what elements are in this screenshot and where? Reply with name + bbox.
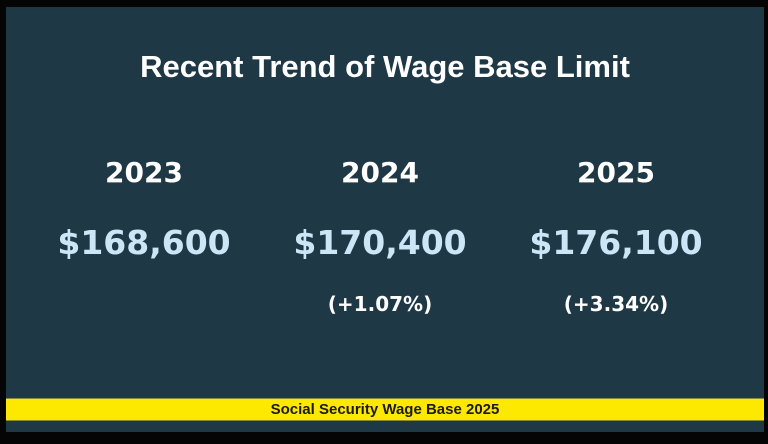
page-title: Recent Trend of Wage Base Limit xyxy=(140,49,630,84)
year-label: 2024 xyxy=(341,156,419,189)
percent-change: (+3.34%) xyxy=(563,292,669,316)
percent-change: (+1.07%) xyxy=(327,292,433,316)
percent-change xyxy=(24,289,264,319)
wage-base-amount: $176,100 xyxy=(529,223,703,262)
footer-banner: Social Security Wage Base 2025 xyxy=(6,398,764,421)
year-column-2025: 2025 $176,100 (+3.34%) xyxy=(496,153,736,319)
year-label: 2023 xyxy=(105,156,183,189)
wage-base-amount: $168,600 xyxy=(57,223,231,262)
year-column-2024: 2024 $170,400 (+1.07%) xyxy=(260,153,500,319)
year-column-2023: 2023 $168,600 xyxy=(24,153,264,319)
year-label: 2025 xyxy=(577,156,655,189)
wage-base-amount: $170,400 xyxy=(293,223,467,262)
infographic-panel: Recent Trend of Wage Base Limit 2023 $16… xyxy=(6,7,764,432)
